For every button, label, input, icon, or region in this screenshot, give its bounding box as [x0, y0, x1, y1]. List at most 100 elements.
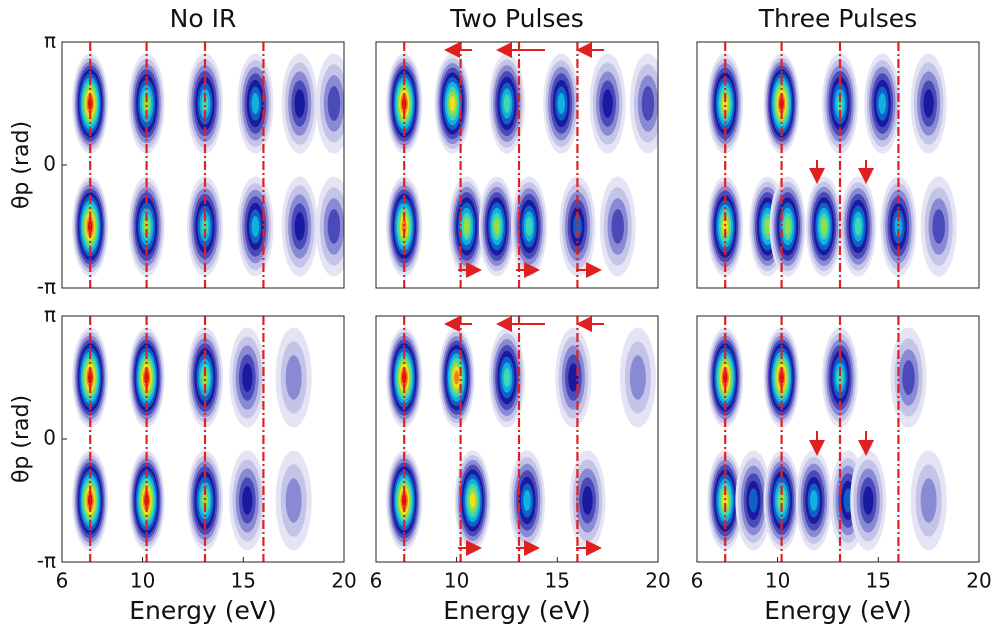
x-tick-label: 20 — [645, 569, 670, 593]
x-tick-label: 10 — [444, 569, 469, 593]
blob-level — [87, 220, 93, 233]
blob-level — [87, 371, 93, 384]
blob — [281, 53, 318, 154]
blob-level — [902, 360, 915, 395]
blob-level — [503, 94, 511, 113]
blob — [619, 327, 656, 428]
y-tick-label: -π — [37, 275, 56, 299]
blob — [707, 176, 744, 277]
blob — [72, 53, 109, 154]
y-axis-label: θp (rad) — [9, 121, 34, 209]
blob-level — [463, 218, 470, 235]
blob — [763, 450, 800, 551]
blob — [187, 327, 224, 428]
blob — [840, 176, 877, 277]
blob — [72, 327, 109, 428]
blob-level — [894, 215, 903, 237]
blob — [629, 53, 658, 154]
blob — [511, 176, 548, 277]
blob-level — [503, 368, 511, 387]
blob — [707, 53, 744, 154]
x-axis-label: Energy (eV) — [443, 596, 590, 625]
blob — [386, 327, 423, 428]
blob-level — [523, 489, 531, 511]
blob-level — [923, 89, 934, 118]
blob — [438, 327, 475, 428]
blob-level — [749, 488, 758, 513]
blob — [795, 450, 832, 551]
blob-level — [568, 363, 579, 392]
plot-area — [707, 327, 947, 551]
blob — [735, 450, 772, 551]
plot-area — [72, 53, 344, 277]
blob-level — [820, 218, 827, 235]
blob — [910, 450, 947, 551]
blob — [386, 53, 423, 154]
blob — [229, 450, 266, 551]
blob — [275, 327, 312, 428]
blob-level — [863, 486, 874, 515]
blob-level — [493, 218, 500, 235]
x-tick-label: 15 — [545, 569, 570, 593]
blob — [281, 176, 318, 277]
blob — [454, 450, 491, 551]
blob-level — [722, 95, 728, 112]
blob — [805, 176, 842, 277]
blob-level — [285, 355, 302, 400]
blob — [128, 53, 165, 154]
blob-level — [836, 94, 844, 113]
panel: Two Pulses — [375, 4, 659, 289]
x-tick-label: 6 — [56, 569, 69, 593]
x-tick-label: 15 — [231, 569, 256, 593]
blob-level — [401, 219, 407, 234]
blob — [488, 53, 525, 154]
y-axis-label: θp (rad) — [9, 395, 34, 483]
blob — [864, 53, 901, 154]
axes-frame — [696, 315, 980, 563]
blob-level — [854, 217, 862, 236]
blob — [72, 176, 109, 277]
blob-level — [242, 363, 253, 392]
axes-frame — [696, 41, 980, 289]
blob — [237, 53, 274, 154]
blob-level — [557, 93, 566, 115]
blob-level — [779, 97, 784, 110]
blob-level — [327, 209, 341, 244]
blob-level — [202, 369, 209, 386]
panel-title: Two Pulses — [449, 4, 584, 33]
axes-frame — [375, 315, 659, 563]
blob-level — [401, 97, 407, 110]
x-tick-label: 10 — [130, 569, 155, 593]
blob-level — [87, 494, 93, 507]
blob — [880, 176, 917, 277]
panel-title: No IR — [170, 4, 237, 33]
blob — [237, 176, 274, 277]
blob-level — [469, 492, 476, 509]
blob-level — [602, 89, 613, 118]
blob — [315, 53, 344, 154]
blob-level — [454, 370, 460, 385]
arrows — [444, 42, 874, 556]
y-tick-label: 0 — [43, 426, 56, 450]
blob-level — [285, 478, 302, 523]
blob — [850, 450, 887, 551]
blob-level — [251, 215, 260, 237]
blob — [763, 53, 800, 154]
blob — [822, 327, 859, 428]
blob-level — [201, 94, 209, 113]
blob-level — [611, 209, 624, 244]
x-tick-label: 20 — [331, 569, 356, 593]
panels: No IR π 0 -π θp (rad) Two Pulses Three Pulses 6… — [9, 4, 992, 625]
blob — [763, 327, 800, 428]
blob — [386, 176, 423, 277]
blob — [128, 176, 165, 277]
blob — [569, 450, 606, 551]
blob — [707, 327, 744, 428]
blob-level — [764, 218, 771, 235]
blob-level — [143, 95, 150, 112]
blob-level — [251, 93, 260, 115]
blob — [434, 53, 471, 154]
y-tick-label: -π — [37, 549, 56, 573]
blob — [478, 176, 515, 277]
panel: 6 10 15 20 Energy (eV) — [370, 315, 671, 625]
